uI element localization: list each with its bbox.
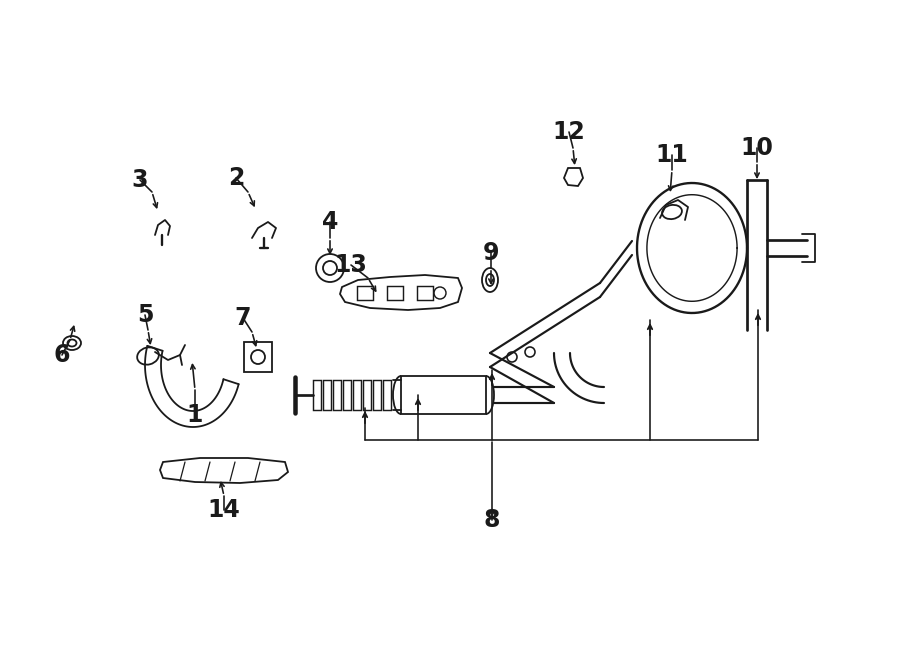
Text: 11: 11: [655, 143, 688, 167]
Text: 10: 10: [741, 136, 773, 160]
Text: 5: 5: [137, 303, 153, 327]
Text: 2: 2: [228, 166, 244, 190]
Text: 4: 4: [322, 210, 338, 234]
Text: 1: 1: [187, 403, 203, 427]
Text: 9: 9: [482, 241, 500, 265]
Text: 3: 3: [131, 168, 149, 192]
Text: 8: 8: [484, 508, 500, 532]
Text: 13: 13: [335, 253, 367, 277]
Text: 7: 7: [235, 306, 251, 330]
Text: 14: 14: [208, 498, 240, 522]
Text: 12: 12: [553, 120, 585, 144]
Text: 6: 6: [54, 343, 70, 367]
